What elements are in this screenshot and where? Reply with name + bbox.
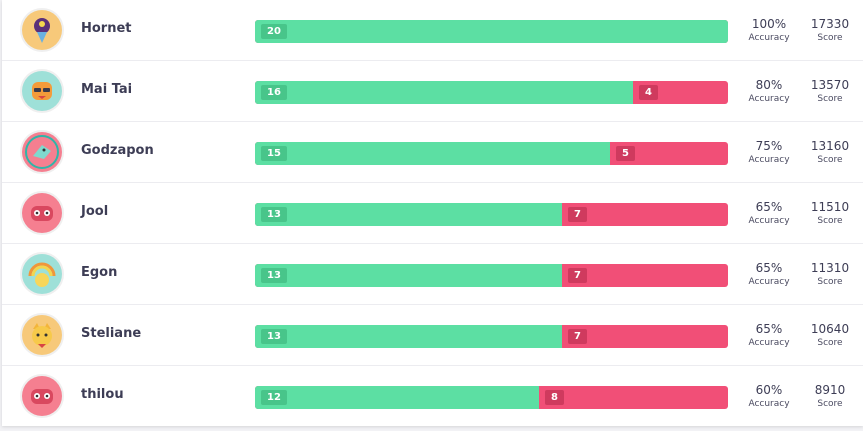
score-stat: 11510 Score [802, 199, 858, 227]
red-gamepad-monster-icon [22, 193, 62, 233]
incorrect-count: 4 [639, 85, 658, 100]
player-name: thilou [81, 387, 124, 402]
player-name: Egon [81, 265, 118, 280]
player-name: Hornet [81, 21, 132, 36]
avatar [22, 315, 62, 355]
player-row[interactable]: Jool 13 7 65% Accuracy 11510 Score [2, 183, 863, 244]
accuracy-label: Accuracy [748, 399, 790, 409]
score-value: 11310 [810, 261, 850, 275]
score-stat: 13160 Score [802, 138, 858, 166]
correct-count: 20 [261, 24, 287, 39]
score-label: Score [817, 216, 843, 226]
score-label: Score [817, 155, 843, 165]
player-row[interactable]: Godzapon 15 5 75% Accuracy 13160 Score [2, 122, 863, 183]
answer-bar: 13 7 [255, 203, 728, 226]
accuracy-value: 80% [755, 78, 783, 92]
answer-bar: 15 5 [255, 142, 728, 165]
yellow-rainbow-blob-icon [22, 254, 62, 294]
yellow-cat-icon [22, 315, 62, 355]
correct-bar: 13 [255, 203, 562, 226]
accuracy-label: Accuracy [748, 338, 790, 348]
correct-count: 13 [261, 207, 287, 222]
accuracy-label: Accuracy [748, 33, 790, 43]
score-label: Score [817, 94, 843, 104]
player-row[interactable]: thilou 12 8 60% Accuracy 8910 Score [2, 366, 863, 427]
answer-bar: 13 7 [255, 264, 728, 287]
correct-bar: 20 [255, 20, 728, 43]
answer-bar: 12 8 [255, 386, 728, 409]
accuracy-label: Accuracy [748, 94, 790, 104]
avatar [22, 132, 62, 172]
teal-dragon-icon [22, 132, 62, 172]
correct-count: 13 [261, 268, 287, 283]
score-stat: 11310 Score [802, 260, 858, 288]
player-row[interactable]: Egon 13 7 65% Accuracy 11310 Score [2, 244, 863, 305]
player-name: Mai Tai [81, 82, 133, 97]
incorrect-count: 8 [545, 390, 564, 405]
incorrect-count: 7 [568, 329, 587, 344]
score-value: 10640 [810, 322, 850, 336]
correct-bar: 13 [255, 325, 562, 348]
accuracy-stat: 100% Accuracy [740, 16, 798, 44]
score-label: Score [817, 277, 843, 287]
accuracy-stat: 65% Accuracy [740, 260, 798, 288]
accuracy-label: Accuracy [748, 216, 790, 226]
score-value: 13570 [810, 78, 850, 92]
accuracy-value: 65% [755, 261, 783, 275]
player-name: Jool [81, 204, 109, 219]
accuracy-stat: 80% Accuracy [740, 77, 798, 105]
answer-bar: 20 [255, 20, 728, 43]
avatar [22, 254, 62, 294]
incorrect-count: 7 [568, 207, 587, 222]
correct-count: 12 [261, 390, 287, 405]
accuracy-stat: 65% Accuracy [740, 321, 798, 349]
player-row[interactable]: Hornet 20 100% Accuracy 17330 Score [2, 0, 863, 61]
accuracy-stat: 60% Accuracy [740, 382, 798, 410]
accuracy-stat: 65% Accuracy [740, 199, 798, 227]
correct-bar: 12 [255, 386, 539, 409]
score-value: 17330 [810, 17, 850, 31]
incorrect-count: 7 [568, 268, 587, 283]
score-stat: 17330 Score [802, 16, 858, 44]
score-stat: 13570 Score [802, 77, 858, 105]
score-label: Score [817, 399, 843, 409]
player-name: Steliane [81, 326, 142, 341]
answer-bar: 16 4 [255, 81, 728, 104]
correct-bar: 15 [255, 142, 610, 165]
accuracy-label: Accuracy [748, 155, 790, 165]
score-value: 11510 [810, 200, 850, 214]
accuracy-label: Accuracy [748, 277, 790, 287]
score-value: 8910 [814, 383, 846, 397]
score-label: Score [817, 33, 843, 43]
score-value: 13160 [810, 139, 850, 153]
orange-cat-with-glasses-icon [22, 71, 62, 111]
score-stat: 10640 Score [802, 321, 858, 349]
accuracy-value: 60% [755, 383, 783, 397]
correct-count: 16 [261, 85, 287, 100]
red-gamepad-monster-icon [22, 376, 62, 416]
avatar [22, 193, 62, 233]
incorrect-count: 5 [616, 146, 635, 161]
accuracy-value: 100% [751, 17, 787, 31]
player-row[interactable]: Steliane 13 7 65% Accuracy 10640 Score [2, 305, 863, 366]
correct-count: 13 [261, 329, 287, 344]
player-name: Godzapon [81, 143, 154, 158]
avatar [22, 376, 62, 416]
score-stat: 8910 Score [802, 382, 858, 410]
accuracy-value: 75% [755, 139, 783, 153]
answer-bar: 13 7 [255, 325, 728, 348]
accuracy-value: 65% [755, 322, 783, 336]
player-row[interactable]: Mai Tai 16 4 80% Accuracy 13570 Score [2, 61, 863, 122]
purple-balloon-monster-icon [22, 10, 62, 50]
score-label: Score [817, 338, 843, 348]
avatar [22, 71, 62, 111]
correct-count: 15 [261, 146, 287, 161]
accuracy-stat: 75% Accuracy [740, 138, 798, 166]
avatar [22, 10, 62, 50]
accuracy-value: 65% [755, 200, 783, 214]
correct-bar: 16 [255, 81, 633, 104]
correct-bar: 13 [255, 264, 562, 287]
